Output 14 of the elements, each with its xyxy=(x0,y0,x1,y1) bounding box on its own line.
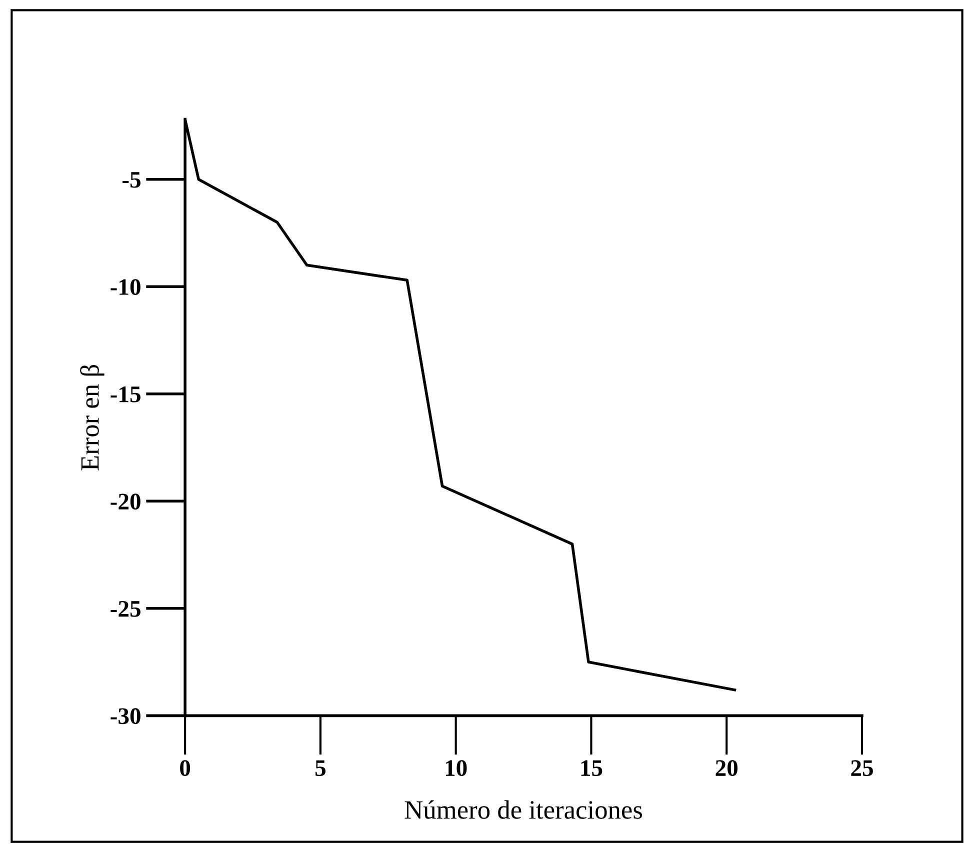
x-tick-label: 5 xyxy=(315,760,326,776)
y-tick-label: -30 xyxy=(110,708,140,724)
x-tick-label: 15 xyxy=(581,760,602,776)
y-tick-label: -5 xyxy=(122,172,140,188)
y-tick-label: -25 xyxy=(110,600,140,617)
x-tick-label: 10 xyxy=(446,760,467,776)
y-tick-label: -20 xyxy=(110,494,140,510)
y-tick-label: -15 xyxy=(110,386,140,402)
x-tick-label: 25 xyxy=(851,760,873,776)
y-tick-label: -10 xyxy=(110,279,140,296)
y-axis-title: Error en β xyxy=(80,365,104,470)
x-tick-label: 20 xyxy=(716,760,738,776)
x-tick-label: 0 xyxy=(180,760,190,776)
x-axis-title: Número de iteraciones xyxy=(404,800,642,819)
